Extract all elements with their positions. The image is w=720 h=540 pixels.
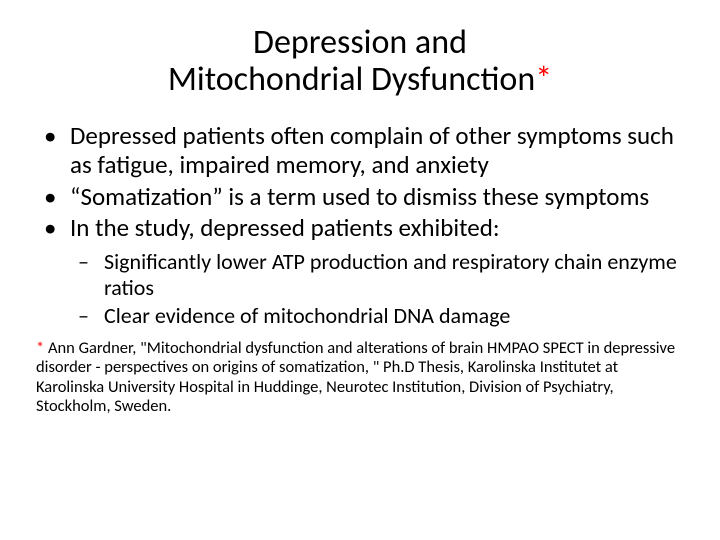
list-item: In the study, depressed patients exhibit… <box>36 213 684 243</box>
title-line-1: Depression and <box>36 24 684 61</box>
slide-title: Depression and Mitochondrial Dysfunction… <box>36 24 684 99</box>
list-item: Clear evidence of mitochondrial DNA dama… <box>36 303 684 329</box>
bullet-list-level-1: Depressed patients often complain of oth… <box>36 121 684 243</box>
list-item: “Somatization” is a term used to dismiss… <box>36 182 684 212</box>
list-item: Depressed patients often complain of oth… <box>36 121 684 180</box>
title-line-2: Mitochondrial Dysfunction* <box>36 61 684 98</box>
footnote-asterisk: * <box>36 338 44 358</box>
footnote: * Ann Gardner, "Mitochondrial dysfunctio… <box>36 339 684 417</box>
list-item: Significantly lower ATP production and r… <box>36 249 684 301</box>
title-asterisk: * <box>535 59 552 100</box>
footnote-text: Ann Gardner, "Mitochondrial dysfunction … <box>36 338 675 416</box>
title-line-2-text: Mitochondrial Dysfunction <box>168 59 535 100</box>
bullet-list-level-2: Significantly lower ATP production and r… <box>36 249 684 329</box>
